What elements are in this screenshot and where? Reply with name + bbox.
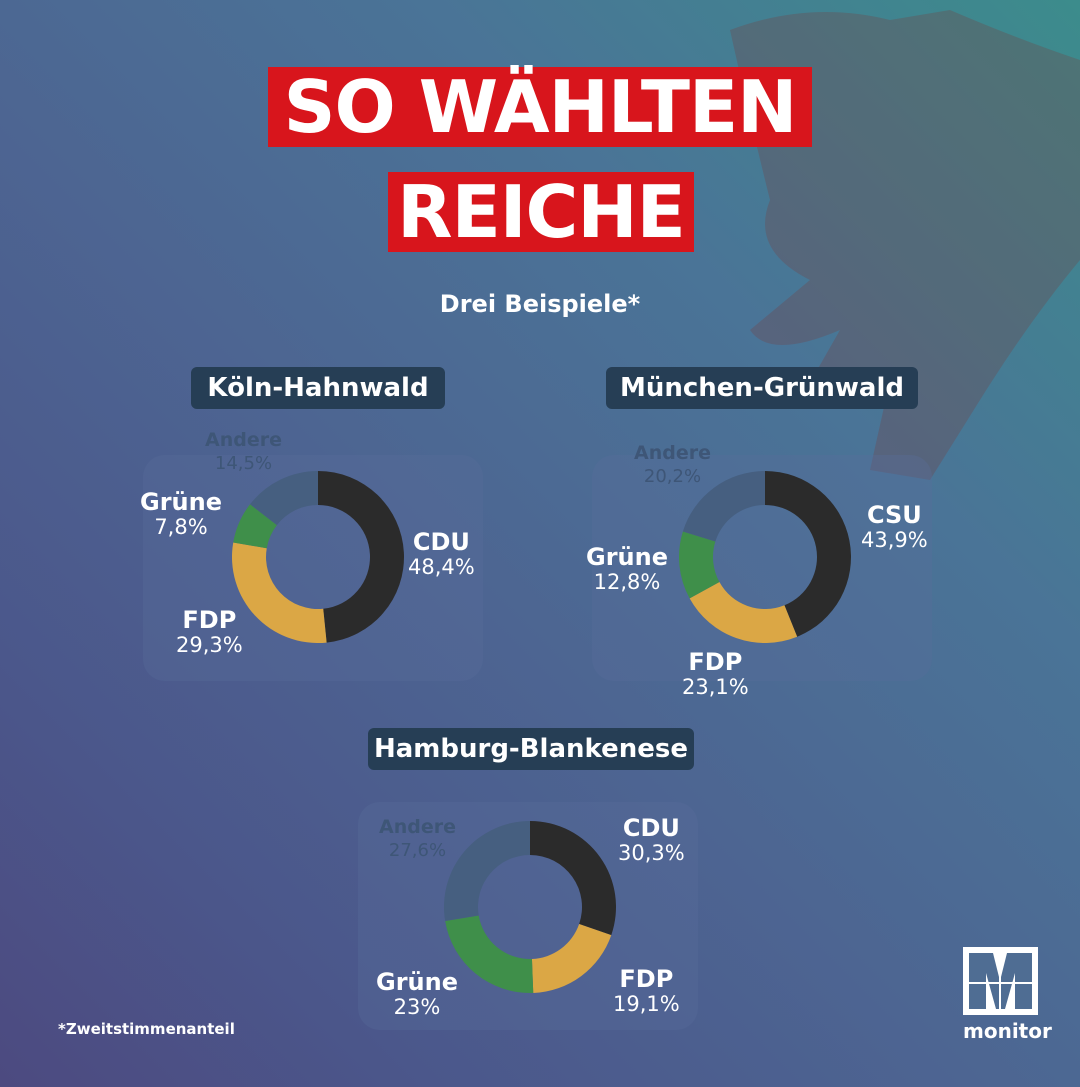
party-percent: 12,8% [593,570,661,594]
chart-title-koeln: Köln-Hahnwald [191,367,445,409]
chart-title-muenchen: München-Grünwald [606,367,918,409]
party-percent: 48,4% [408,555,475,579]
donut-hamburg [444,821,616,993]
label-fdp: FDP 29,3% [176,608,243,658]
slice-andere [682,471,765,542]
logo-text: monitor [963,1019,1052,1043]
slice-gruene [445,915,534,993]
label-gruene: Grüne 7,8% [140,490,222,540]
footnote: *Zweitstimmenanteil [58,1020,235,1038]
label-gruene: Grüne 12,8% [586,545,668,595]
slice-andere [444,821,530,921]
monitor-logo: monitor [963,947,1052,1043]
party-percent: 23,1% [682,675,749,699]
slice-cdu [530,821,616,936]
label-fdp: FDP 19,1% [613,967,680,1017]
party-name: Andere [634,442,711,464]
party-name: Andere [205,429,282,451]
party-name: Grüne [586,543,668,571]
party-percent: 29,3% [176,633,243,657]
party-percent: 30,3% [618,841,685,865]
slice-fdp [531,923,612,993]
party-name: CDU [622,814,680,842]
slice-fdp [689,582,798,643]
label-fdp: FDP 23,1% [682,650,749,700]
party-name: Grüne [376,968,458,996]
party-percent: 23% [393,995,441,1019]
slice-andere [250,471,318,526]
slice-gruene [233,504,277,549]
label-andere: Andere 20,2% [634,443,711,489]
subtitle: Drei Beispiele* [439,290,641,318]
party-name: CSU [866,501,922,529]
party-name: FDP [182,606,237,634]
slice-csu [765,471,851,637]
donut-muenchen [679,471,851,643]
party-percent: 7,8% [154,515,208,539]
title-line-1: SO WÄHLTEN [268,67,812,147]
chart-title-hamburg: Hamburg-Blankenese [368,728,694,770]
party-percent: 27,6% [388,840,447,861]
label-gruene: Grüne 23% [376,970,458,1020]
m-logo-icon [963,947,1038,1015]
party-percent: 19,1% [613,992,680,1016]
party-name: Andere [379,816,456,838]
slice-fdp [232,542,327,643]
label-cdu: CDU 48,4% [408,530,475,580]
party-percent: 14,5% [214,453,273,474]
party-name: CDU [412,528,470,556]
label-csu: CSU 43,9% [861,503,928,553]
party-percent: 20,2% [643,466,702,487]
party-percent: 43,9% [861,528,928,552]
slice-gruene [679,531,720,599]
party-name: FDP [688,648,743,676]
title-line-2: REICHE [388,172,694,252]
label-andere: Andere 14,5% [205,430,282,476]
slice-cdu [318,471,404,643]
label-cdu: CDU 30,3% [618,816,685,866]
party-name: Grüne [140,488,222,516]
eagle-watermark [730,10,1080,480]
label-andere: Andere 27,6% [379,817,456,863]
party-name: FDP [619,965,674,993]
donut-koeln [232,471,404,643]
